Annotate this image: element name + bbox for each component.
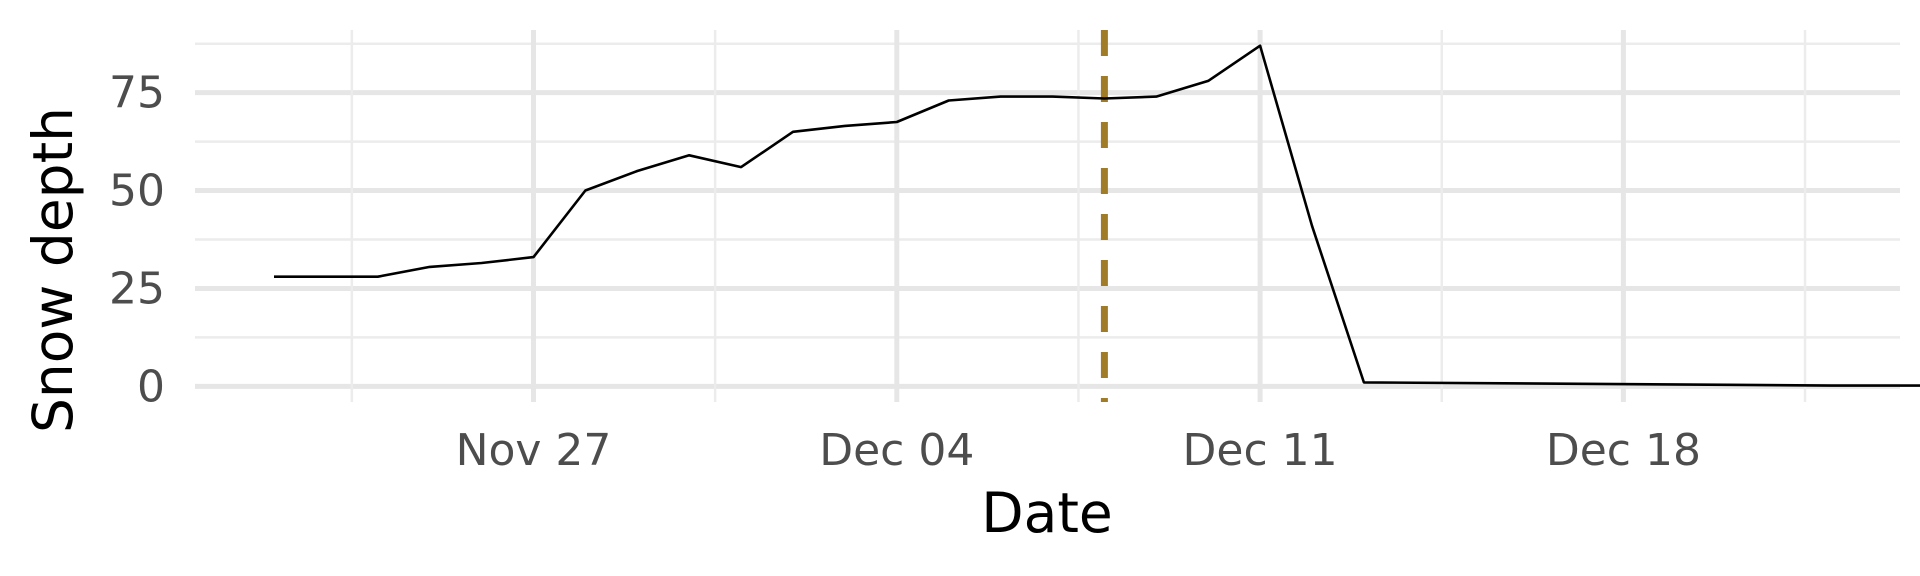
grid-lines bbox=[195, 30, 1900, 402]
y-tick-label: 25 bbox=[109, 263, 165, 314]
y-tick-labels: 0 25 50 75 bbox=[109, 68, 165, 413]
x-axis-title: Date bbox=[981, 481, 1112, 545]
y-tick-label: 50 bbox=[109, 166, 165, 217]
x-tick-label: Nov 27 bbox=[456, 425, 612, 476]
snow-depth-series-line bbox=[274, 44, 1920, 387]
y-tick-label: 0 bbox=[137, 361, 165, 412]
x-tick-label: Dec 18 bbox=[1546, 425, 1701, 476]
x-tick-label: Dec 11 bbox=[1183, 425, 1338, 476]
x-tick-label: Dec 04 bbox=[819, 425, 974, 476]
y-tick-label: 75 bbox=[109, 68, 165, 119]
data-series bbox=[274, 44, 1920, 387]
x-tick-labels: Nov 27 Dec 04 Dec 11 Dec 18 bbox=[456, 425, 1701, 476]
y-axis-title: Snow depth bbox=[21, 107, 85, 433]
